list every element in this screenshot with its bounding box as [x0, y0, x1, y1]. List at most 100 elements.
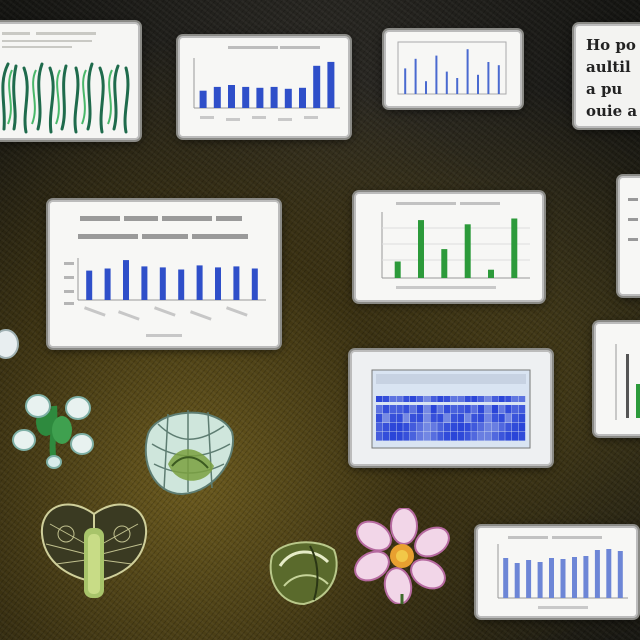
heatmap-cell [416, 423, 424, 432]
heatmap-cell [457, 396, 464, 402]
bar-card-main-chart [50, 202, 278, 346]
heatmap-cell [518, 414, 526, 423]
heatmap-cell [437, 405, 444, 414]
heatmap-cell [437, 414, 444, 423]
heatmap-chart [352, 352, 550, 464]
heatmap-cell [491, 423, 498, 432]
heatmap-cell [376, 414, 383, 423]
main-chart-bar [123, 260, 129, 300]
bottom-chart-bar [537, 562, 543, 598]
heatmap-cell [444, 423, 451, 432]
heatmap-cell [444, 405, 451, 414]
heatmap-cell [376, 396, 383, 402]
seed-pod-icon [144, 410, 234, 496]
top-chart-bar [284, 88, 292, 108]
heatmap-cell [457, 405, 464, 414]
top-chart-bar [299, 87, 306, 108]
heatmap-cell [478, 414, 485, 423]
heatmap-cell [396, 432, 403, 441]
heatmap-card [350, 350, 552, 466]
heatmap-cell [457, 414, 464, 423]
heatmap-cell [471, 414, 478, 423]
top-chart-bar [199, 90, 207, 108]
heatmap-cell [382, 405, 390, 414]
bar-card-thin-chart [386, 32, 520, 106]
heatmap-cell [484, 414, 492, 423]
heatmap-cell [423, 414, 430, 423]
top-chart-bar [327, 61, 335, 108]
heatmap-cell [464, 396, 471, 402]
heatmap-cell [491, 396, 498, 402]
heatmap-cell [410, 405, 417, 414]
bar-card-top [178, 36, 350, 138]
heatmap-cell [444, 414, 451, 423]
bottom-chart-bar [606, 549, 612, 598]
heatmap-cell [471, 432, 478, 441]
top-chart-bar [256, 87, 264, 108]
bottom-chart-bar [572, 557, 577, 598]
heatmap-cell [484, 405, 492, 414]
heatmap-cell [512, 414, 519, 423]
heatmap-cell [430, 432, 437, 441]
heatmap-cell [382, 414, 390, 423]
heatmap-cell [518, 396, 526, 402]
heatmap-cell [430, 405, 437, 414]
main-chart-bar [233, 266, 240, 300]
heatmap-cell [389, 432, 396, 441]
top-chart-bar [313, 65, 321, 108]
heatmap-cell [396, 414, 403, 423]
pink-flower-icon [354, 508, 450, 604]
heatmap-cell [410, 423, 417, 432]
heatmap-cell [416, 396, 424, 402]
heatmap-cell [484, 432, 492, 441]
heatmap-cell [403, 396, 410, 402]
heatmap-cell [484, 423, 492, 432]
thin-chart-bar [497, 65, 500, 94]
heatmap-cell [382, 423, 390, 432]
bar-card-thin [384, 30, 522, 108]
heatmap-cell [376, 423, 383, 432]
bar-card-bottom [476, 526, 638, 618]
bar-card-green-chart [356, 194, 542, 300]
top-chart-bar [213, 86, 221, 108]
green-chart-bar [418, 220, 424, 278]
heatmap-cell [403, 423, 410, 432]
bottom-chart-bar [514, 563, 520, 598]
heatmap-cell [403, 405, 410, 414]
heatmap-cell [396, 405, 403, 414]
heatmap-cell [512, 396, 519, 402]
heatmap-cell [464, 414, 471, 423]
green-bud-icon [269, 541, 338, 606]
text-card-line-3: a pu [586, 80, 623, 98]
heatmap-cell [512, 405, 519, 414]
heatmap-cell [437, 423, 444, 432]
thin-chart-bar [487, 62, 490, 94]
main-chart-bar [86, 270, 93, 300]
bar-card-green [354, 192, 544, 302]
heatmap-cell [430, 414, 437, 423]
bar-card-main [48, 200, 280, 348]
heatmap-cell [416, 405, 424, 414]
bottom-chart-bar [549, 558, 554, 598]
edge-card-right-top [618, 176, 640, 296]
heatmap-cell [491, 432, 498, 441]
heatmap-cell [505, 396, 512, 402]
text-card-line-4: ouie a [586, 102, 638, 120]
main-chart-bar [178, 269, 185, 300]
seaweed-fronds-icon [0, 24, 138, 138]
heatmap-cell [416, 432, 424, 441]
white-bud-edge-icon [0, 329, 19, 359]
green-chart-bar [464, 224, 471, 278]
top-chart-bar [228, 85, 235, 108]
heatmap-cell [518, 423, 526, 432]
main-chart-bar [104, 268, 111, 300]
heatmap-cell [450, 396, 458, 402]
thin-chart-bar [445, 71, 448, 94]
heatmap-cell [518, 405, 526, 414]
heatmap-cell [389, 414, 396, 423]
heatmap-cell [437, 396, 444, 402]
heatmap-cell [518, 432, 526, 441]
heatmap-cell [478, 423, 485, 432]
heatmap-cell [450, 405, 458, 414]
heatmap-cell [464, 423, 471, 432]
